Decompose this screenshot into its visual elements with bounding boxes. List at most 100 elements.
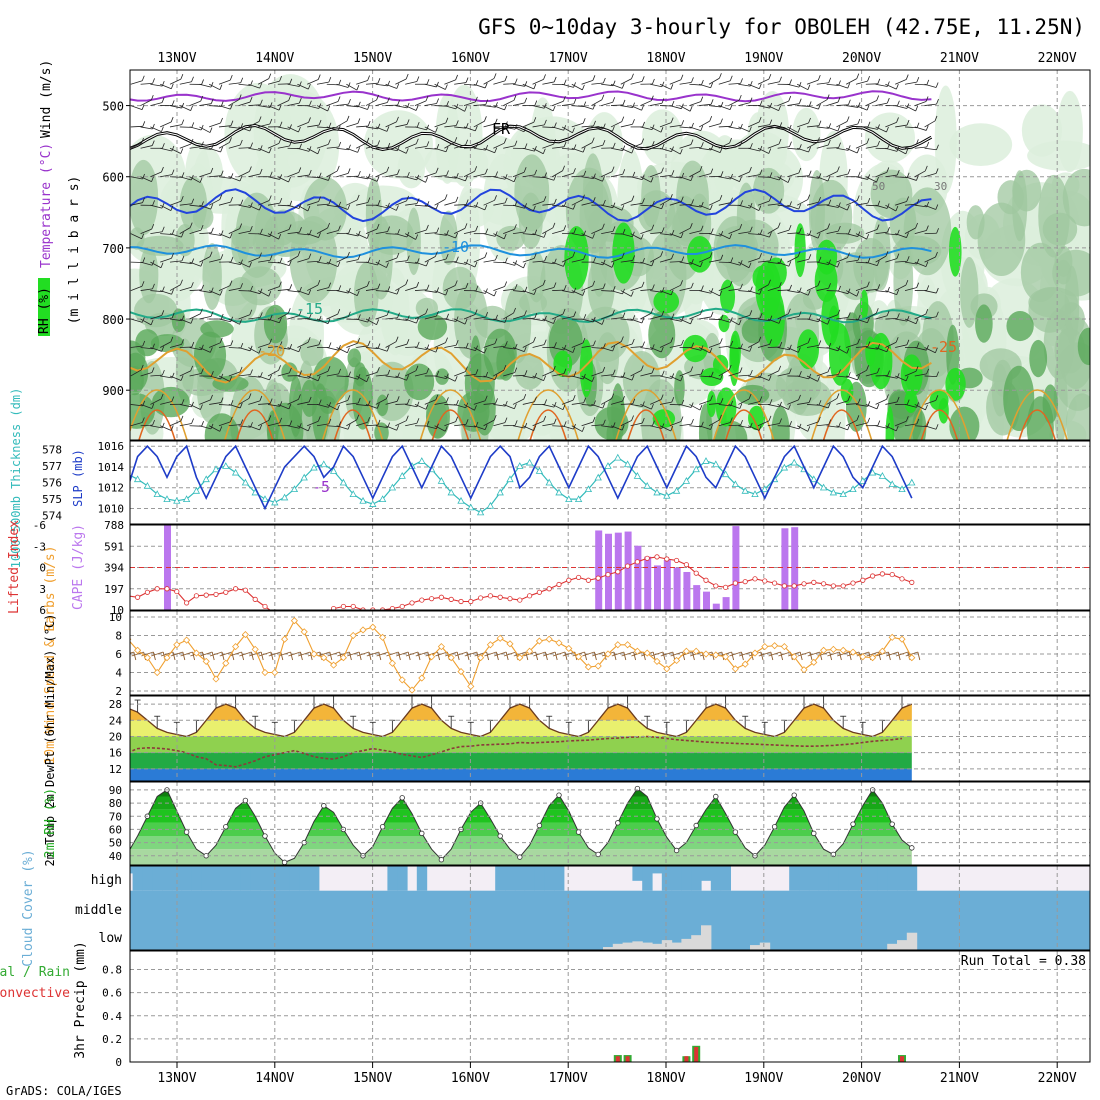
wind-barb xyxy=(248,173,261,178)
wind-barb-feather xyxy=(446,313,449,319)
wind-barb xyxy=(287,102,300,106)
wind-barb-feather xyxy=(886,203,890,209)
wind-barb-feather xyxy=(494,231,498,237)
wind-barb xyxy=(130,125,143,128)
cloud-high-bar xyxy=(220,866,232,891)
wind-barb-feather xyxy=(347,204,351,210)
cape-bar xyxy=(683,571,691,610)
wind-barb xyxy=(855,233,867,240)
wind-barb-feather xyxy=(660,251,664,257)
wind10-barb-feather xyxy=(201,651,205,661)
cloud-high-bar xyxy=(544,866,555,891)
thickness-point xyxy=(339,478,348,486)
wind-barb-feather xyxy=(504,341,508,347)
wind-barb xyxy=(630,404,643,407)
rh-shading-mid xyxy=(1055,259,1072,285)
wind-barb-feather xyxy=(357,101,361,107)
li-axis-label: Lifted Index xyxy=(7,520,22,614)
li-point xyxy=(223,589,229,595)
wind-barb xyxy=(924,425,937,430)
wind-barb xyxy=(532,200,545,206)
rh2m-tick-label: 50 xyxy=(109,837,122,850)
wind-barb-feather xyxy=(759,396,763,402)
thickness-point xyxy=(447,488,455,496)
wind-barb-feather xyxy=(553,76,557,83)
wind-barb xyxy=(757,200,770,206)
wind-barb xyxy=(209,122,221,128)
wind-barb xyxy=(454,144,466,149)
wind-barb xyxy=(689,204,702,208)
wind-barb-feather xyxy=(866,138,870,144)
rh-shading-bright xyxy=(828,305,840,338)
wind-barb-feather xyxy=(514,224,517,230)
wind-barb xyxy=(895,176,908,179)
wind-barb-feather xyxy=(710,168,714,174)
thickness-point xyxy=(702,457,710,464)
wind-barb-feather xyxy=(838,285,841,292)
thickness-point xyxy=(878,472,887,479)
cloud-level-label: low xyxy=(99,931,123,946)
wind-barb-feather xyxy=(436,310,439,317)
wind10-barb xyxy=(778,651,791,657)
wind-barb xyxy=(356,125,369,128)
wind-barb-feather xyxy=(680,375,684,382)
rh-shading-mid xyxy=(231,225,250,265)
cloud-high-bar xyxy=(887,866,898,891)
wind-barb xyxy=(130,105,143,111)
wind10-barb xyxy=(513,651,526,657)
wind-barb-feather xyxy=(699,165,703,172)
wind-barb-feather xyxy=(807,84,811,90)
wind-barb-feather xyxy=(425,260,429,267)
wind-barb-feather xyxy=(700,309,703,315)
wind-barb-feather xyxy=(749,346,753,352)
wind-barb xyxy=(356,345,369,348)
wind-barb-feather xyxy=(269,338,272,344)
wind-barb xyxy=(826,147,839,149)
thickness-point xyxy=(506,475,514,483)
wind10-barb xyxy=(130,651,134,654)
wind-barb-feather xyxy=(279,341,283,347)
wind-barb xyxy=(895,318,908,322)
wind-barb xyxy=(630,105,642,111)
li-point xyxy=(575,574,582,581)
wind-barb-feather xyxy=(827,139,831,146)
wind-barb xyxy=(787,347,799,353)
li-point xyxy=(634,559,641,565)
wind-barb-feather xyxy=(808,146,811,153)
wind-barb xyxy=(463,373,476,377)
wind-barb xyxy=(885,233,898,236)
wind-barb-feather xyxy=(543,415,547,422)
wind-barb xyxy=(826,204,839,208)
wind-barb xyxy=(483,290,495,297)
cloud-frame xyxy=(129,865,1091,951)
cloud-low-bar xyxy=(681,938,692,950)
wind-barb xyxy=(375,102,388,106)
thickness-tick-label: 574 xyxy=(42,510,62,523)
wind-barb xyxy=(826,261,838,268)
isotherm-arc-20 xyxy=(517,389,579,440)
wind10-barb xyxy=(611,651,624,657)
wind-barb xyxy=(787,425,800,430)
wind10-barb xyxy=(317,651,330,657)
wind-barb xyxy=(248,290,261,295)
wind-barb-feather xyxy=(847,99,851,105)
wind-barb-feather xyxy=(357,374,361,380)
wind-barb xyxy=(581,79,594,85)
wind-barb-feather xyxy=(386,126,390,132)
wind10-barb xyxy=(278,651,291,657)
wind-barb xyxy=(885,425,897,432)
wind-barb xyxy=(748,401,760,405)
slp-plot xyxy=(130,444,916,516)
wind10-speed-point xyxy=(359,626,367,634)
wind-barb xyxy=(806,201,819,206)
wind-barb xyxy=(385,121,397,128)
wind-barb-feather xyxy=(494,338,498,344)
precip-vgrid xyxy=(176,951,1058,1062)
wind-barb xyxy=(238,347,251,352)
li-point xyxy=(840,583,846,589)
wind-barb-feather xyxy=(493,73,497,79)
wind-barb xyxy=(571,402,584,405)
wind-barb-feather xyxy=(935,204,939,210)
wind-barb-feather xyxy=(867,257,871,264)
wind-barb-feather xyxy=(749,97,753,103)
